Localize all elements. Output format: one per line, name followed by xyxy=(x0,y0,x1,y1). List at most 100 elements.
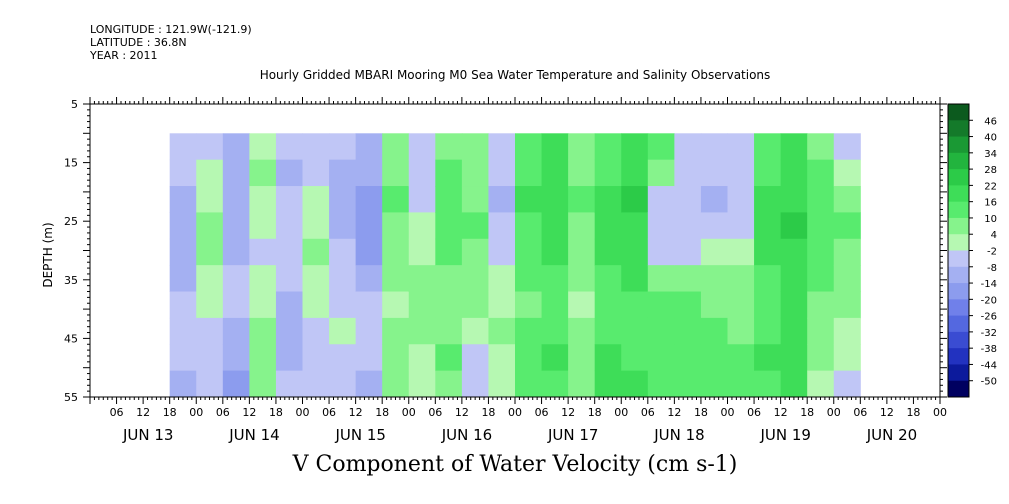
colorbar-label: -44 xyxy=(981,360,997,371)
x-hour-label: 12 xyxy=(455,406,469,419)
velocity-cell xyxy=(461,238,489,266)
velocity-cell xyxy=(275,159,303,187)
velocity-cell xyxy=(833,159,861,187)
velocity-cell xyxy=(594,317,622,345)
colorbar-label: 16 xyxy=(984,198,997,209)
velocity-cell xyxy=(249,370,277,398)
velocity-cell xyxy=(382,291,410,319)
velocity-cell xyxy=(621,291,649,319)
velocity-cell xyxy=(833,317,861,345)
velocity-cell xyxy=(408,186,436,213)
x-hour-label: 18 xyxy=(375,406,389,419)
velocity-cell xyxy=(355,291,383,319)
velocity-cell xyxy=(169,159,197,187)
colorbar-swatch xyxy=(948,104,969,121)
velocity-cell xyxy=(515,238,543,266)
velocity-cell xyxy=(833,370,861,398)
x-day-label: JUN 20 xyxy=(866,426,917,444)
velocity-cell xyxy=(302,265,330,293)
velocity-cell xyxy=(249,291,277,319)
velocity-cell xyxy=(621,212,649,240)
x-hour-label: 12 xyxy=(774,406,788,419)
velocity-cell xyxy=(621,344,649,372)
velocity-cell xyxy=(700,291,728,319)
velocity-cell xyxy=(594,133,622,161)
x-hour-label: 00 xyxy=(508,406,522,419)
velocity-cell xyxy=(833,265,861,293)
colorbar-label: -50 xyxy=(981,377,997,388)
velocity-cell xyxy=(222,370,250,398)
velocity-cell xyxy=(754,133,782,161)
velocity-cell xyxy=(727,186,755,213)
velocity-cell xyxy=(700,344,728,372)
x-hour-label: 18 xyxy=(800,406,814,419)
velocity-cell xyxy=(807,186,835,213)
velocity-cell xyxy=(568,186,596,213)
velocity-cell xyxy=(488,370,516,398)
colorbar-swatch xyxy=(948,120,969,138)
colorbar-swatch xyxy=(948,201,969,219)
velocity-cell xyxy=(329,238,357,266)
velocity-cell xyxy=(196,159,224,187)
velocity-cell xyxy=(169,238,197,266)
velocity-cell xyxy=(515,265,543,293)
x-hour-label: 06 xyxy=(110,406,124,419)
x-hour-label: 00 xyxy=(721,406,735,419)
x-hour-label: 06 xyxy=(428,406,442,419)
x-hour-label: 18 xyxy=(906,406,920,419)
colorbar-label: 4 xyxy=(991,230,997,241)
velocity-cell xyxy=(515,317,543,345)
velocity-cell xyxy=(169,344,197,372)
velocity-cell xyxy=(196,344,224,372)
velocity-cell xyxy=(541,370,569,398)
velocity-cell xyxy=(488,291,516,319)
velocity-cell xyxy=(515,133,543,161)
velocity-cell xyxy=(302,370,330,398)
velocity-cell xyxy=(807,265,835,293)
velocity-cell xyxy=(435,291,463,319)
velocity-cell xyxy=(727,370,755,398)
velocity-cell xyxy=(807,159,835,187)
velocity-cell xyxy=(621,370,649,398)
velocity-cell xyxy=(621,265,649,293)
velocity-cell xyxy=(674,265,702,293)
velocity-cell xyxy=(833,212,861,240)
velocity-cell xyxy=(196,212,224,240)
velocity-cell xyxy=(515,370,543,398)
axes: 5 15 25 35 45 55 06 12 18 00 06 12 18 00 06 12 18 00 06 12 1… xyxy=(64,97,947,444)
velocity-cell xyxy=(647,133,675,161)
velocity-cell xyxy=(329,317,357,345)
velocity-cell xyxy=(594,212,622,240)
velocity-cell xyxy=(700,238,728,266)
velocity-cell xyxy=(355,265,383,293)
velocity-cell xyxy=(568,238,596,266)
velocity-field xyxy=(169,133,861,398)
colorbar-swatch xyxy=(948,250,969,268)
velocity-cell xyxy=(329,344,357,372)
velocity-cell xyxy=(594,186,622,213)
velocity-cell xyxy=(488,265,516,293)
velocity-cell xyxy=(222,344,250,372)
velocity-cell xyxy=(541,133,569,161)
velocity-cell xyxy=(408,212,436,240)
velocity-cell xyxy=(807,238,835,266)
velocity-cell xyxy=(461,317,489,345)
velocity-cell xyxy=(329,265,357,293)
velocity-cell xyxy=(727,212,755,240)
velocity-cell xyxy=(408,238,436,266)
velocity-cell xyxy=(541,317,569,345)
colorbar-label: 22 xyxy=(984,181,997,192)
velocity-cell xyxy=(674,370,702,398)
velocity-cell xyxy=(302,186,330,213)
velocity-cell xyxy=(461,291,489,319)
y-tick-label: 55 xyxy=(64,391,78,404)
velocity-cell xyxy=(461,212,489,240)
velocity-cell xyxy=(461,159,489,187)
velocity-cell xyxy=(249,212,277,240)
velocity-cell xyxy=(647,212,675,240)
velocity-cell xyxy=(355,344,383,372)
velocity-cell xyxy=(408,370,436,398)
x-day-label: JUN 13 xyxy=(122,426,173,444)
velocity-cell xyxy=(249,238,277,266)
